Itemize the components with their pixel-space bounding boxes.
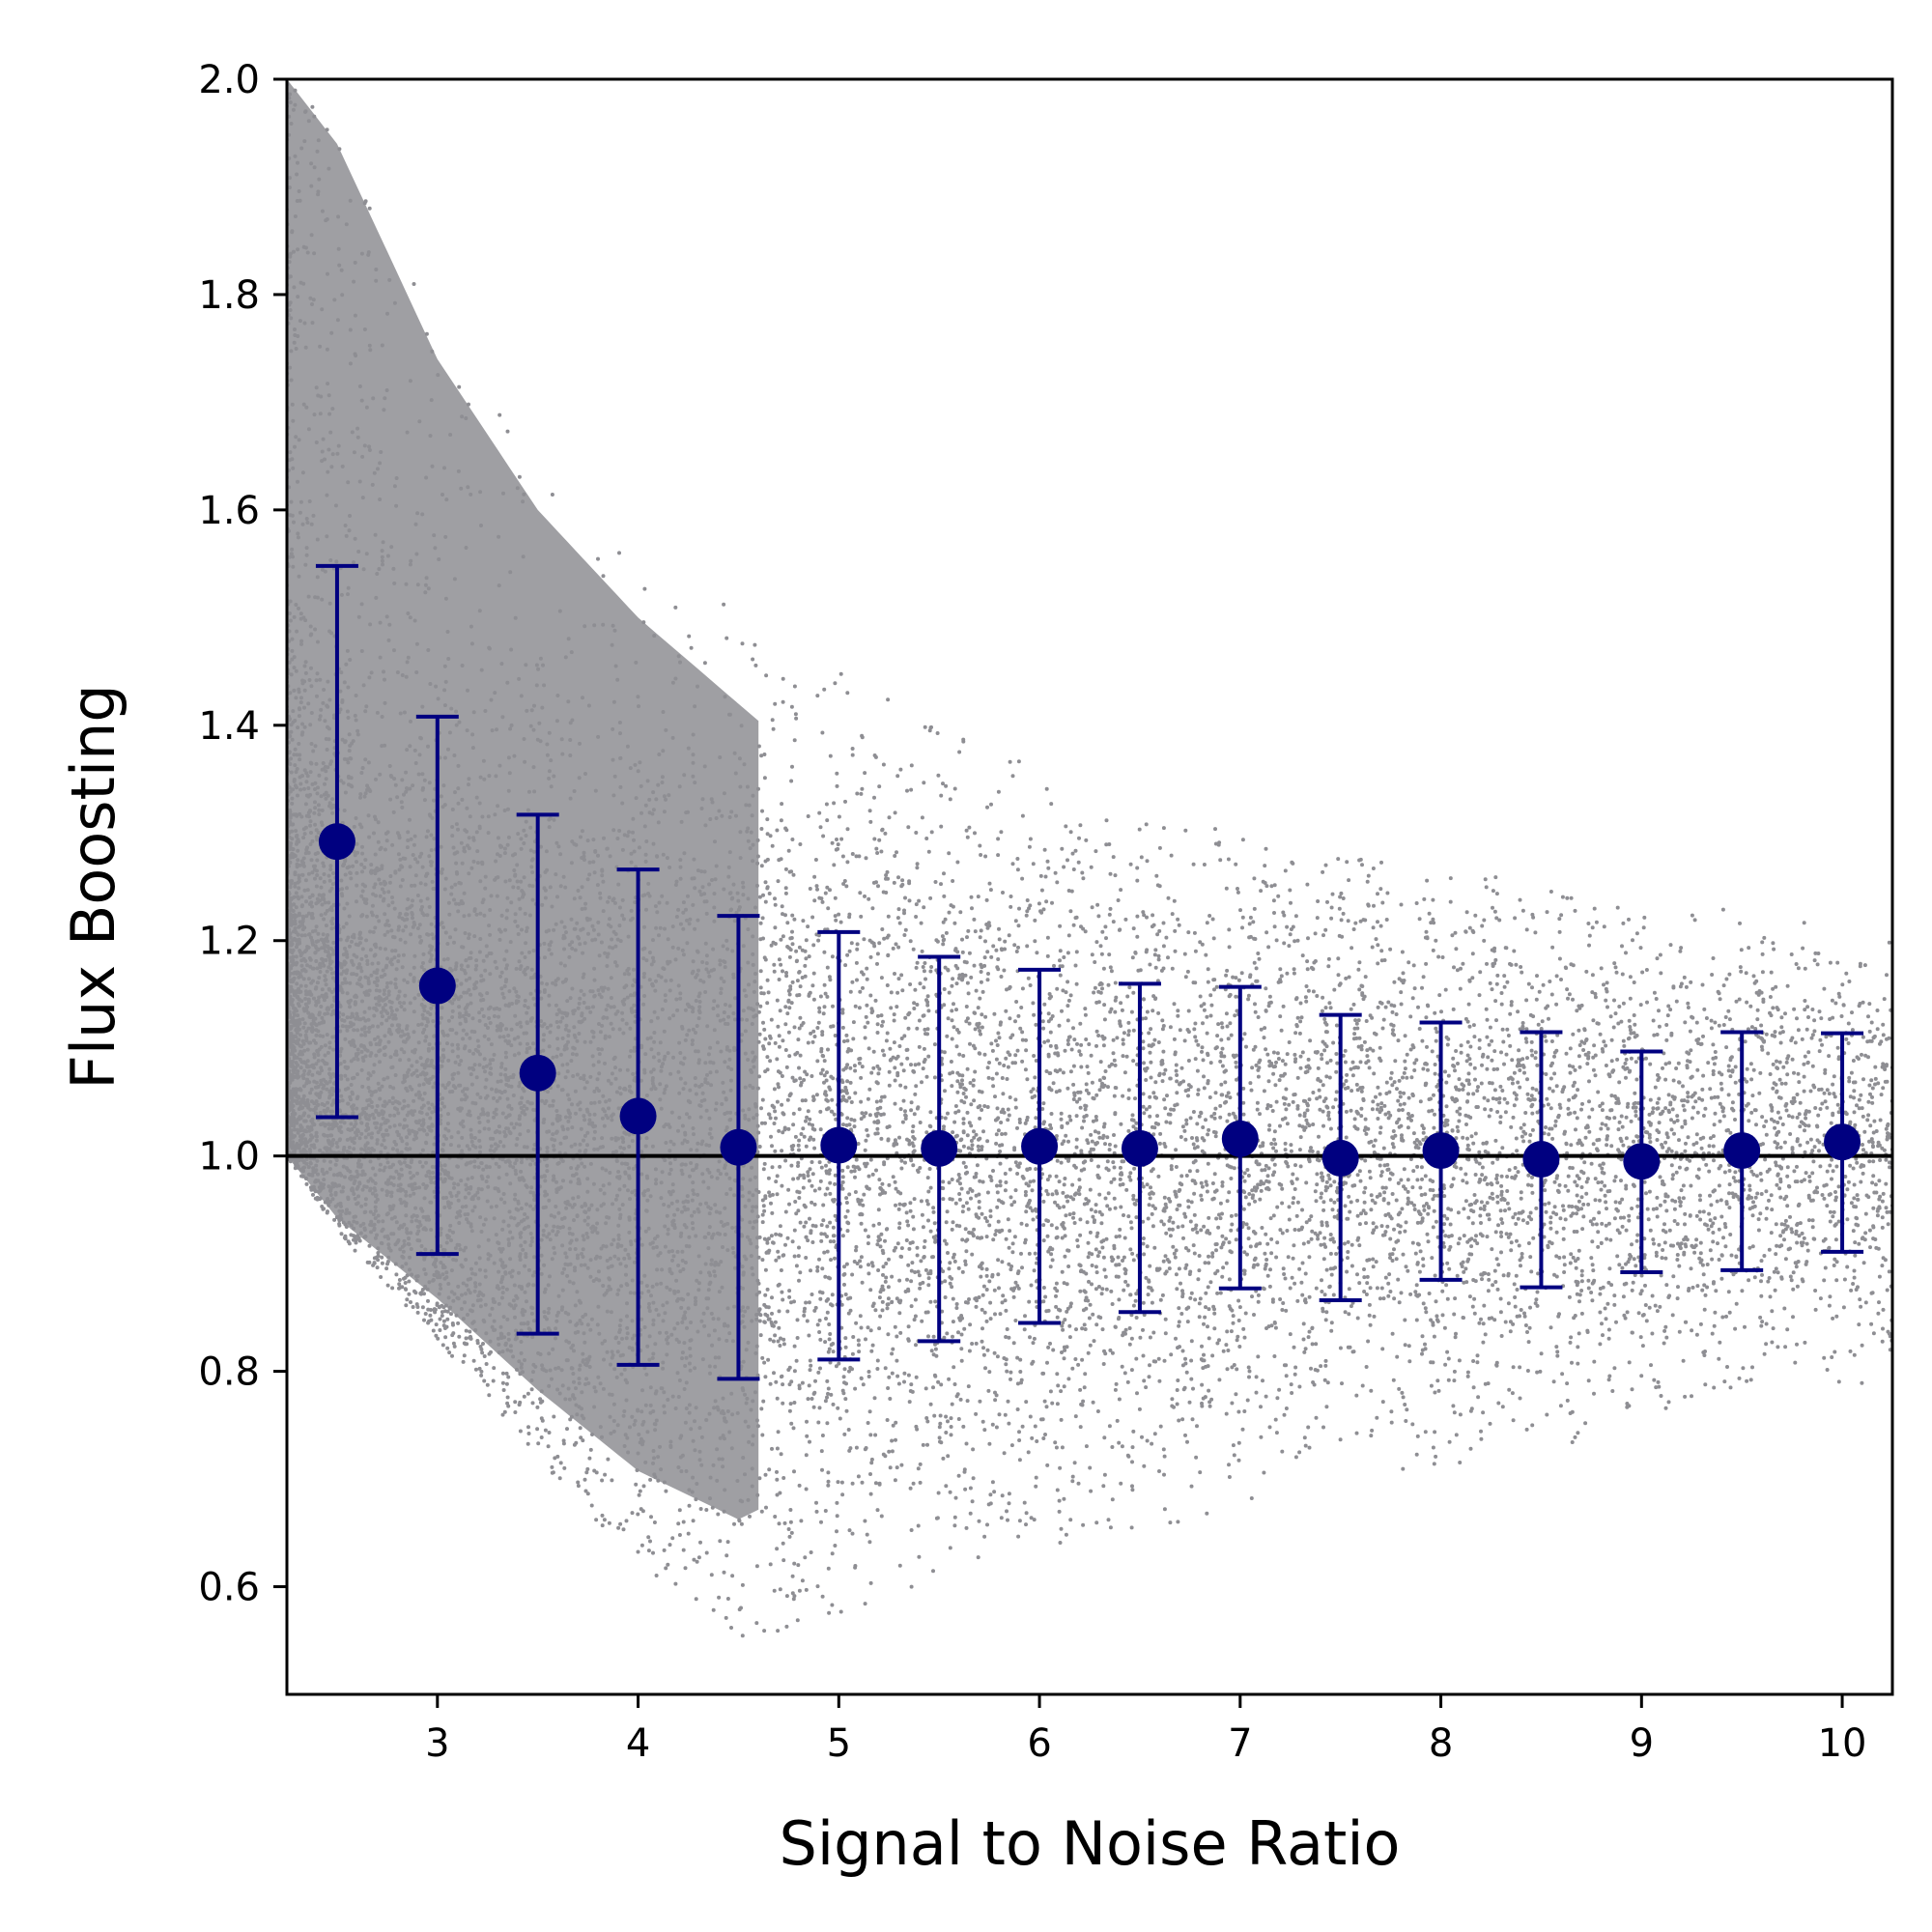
y-tick-label: 1.6 bbox=[198, 489, 260, 533]
errorbar-marker bbox=[1623, 1143, 1661, 1180]
errorbar-point-6 bbox=[817, 929, 861, 1362]
errorbar-marker bbox=[1522, 1141, 1560, 1179]
x-tick-label: 7 bbox=[1228, 1721, 1252, 1766]
errorbar-marker bbox=[1824, 1123, 1861, 1161]
errorbar-point-2 bbox=[415, 714, 459, 1257]
errorbar-point-1 bbox=[315, 563, 358, 1120]
plot-frame bbox=[285, 77, 1894, 1696]
y-tick-label: 1.0 bbox=[198, 1135, 260, 1179]
errorbar-point-11 bbox=[1319, 1012, 1362, 1303]
y-tick-label: 2.0 bbox=[198, 58, 260, 102]
x-tick-label: 6 bbox=[1027, 1721, 1051, 1766]
x-tick-label: 8 bbox=[1429, 1721, 1453, 1766]
errorbar-point-4 bbox=[616, 867, 660, 1367]
y-tick-label: 1.8 bbox=[198, 273, 260, 318]
errorbar-point-12 bbox=[1419, 1020, 1463, 1282]
x-axis-label: Signal to Noise Ratio bbox=[780, 1808, 1401, 1879]
x-tick-label: 3 bbox=[425, 1721, 449, 1766]
errorbar-marker bbox=[820, 1126, 858, 1164]
errorbar-point-3 bbox=[516, 812, 559, 1336]
x-tick-label: 5 bbox=[827, 1721, 851, 1766]
x-axis-ticks: 3 4 5 6 7 8 9 10 bbox=[425, 1694, 1867, 1766]
y-tick-label: 1.4 bbox=[198, 704, 260, 749]
errorbar-point-8 bbox=[1018, 967, 1062, 1325]
y-axis-label: Flux Boosting bbox=[58, 684, 128, 1089]
y-tick-label: 1.2 bbox=[198, 920, 260, 964]
errorbar-point-5 bbox=[717, 914, 760, 1381]
errorbar-marker bbox=[1321, 1139, 1359, 1177]
y-tick-label: 0.6 bbox=[198, 1566, 260, 1610]
errorbar-point-9 bbox=[1118, 981, 1161, 1315]
errorbar-marker bbox=[519, 1054, 556, 1092]
y-tick-label: 0.8 bbox=[198, 1350, 260, 1395]
errorbar-point-14 bbox=[1620, 1049, 1663, 1275]
errorbar-marker bbox=[921, 1129, 958, 1167]
errorbar-marker bbox=[1221, 1120, 1259, 1157]
errorbar-point-7 bbox=[918, 954, 961, 1344]
errorbar-marker bbox=[619, 1097, 657, 1135]
errorbar-marker bbox=[1121, 1129, 1158, 1167]
errorbar-marker bbox=[318, 823, 355, 861]
x-tick-label: 10 bbox=[1818, 1721, 1867, 1766]
errorbar-marker bbox=[1723, 1132, 1761, 1170]
errorbar-point-16 bbox=[1821, 1031, 1864, 1254]
errorbar-marker bbox=[720, 1128, 757, 1166]
errorbar-point-13 bbox=[1520, 1030, 1563, 1290]
x-tick-label: 9 bbox=[1630, 1721, 1654, 1766]
x-tick-label: 4 bbox=[626, 1721, 650, 1766]
errorbar-marker bbox=[1021, 1127, 1059, 1165]
y-axis-ticks: 0.6 0.8 1.0 1.2 1.4 1.6 1.8 2.0 bbox=[198, 58, 287, 1610]
errorbar-marker bbox=[1422, 1132, 1460, 1170]
errorbar-marker bbox=[418, 967, 456, 1005]
errorbar-point-15 bbox=[1720, 1030, 1764, 1272]
errorbar-point-10 bbox=[1218, 984, 1262, 1291]
errorbar-series bbox=[315, 563, 1864, 1381]
